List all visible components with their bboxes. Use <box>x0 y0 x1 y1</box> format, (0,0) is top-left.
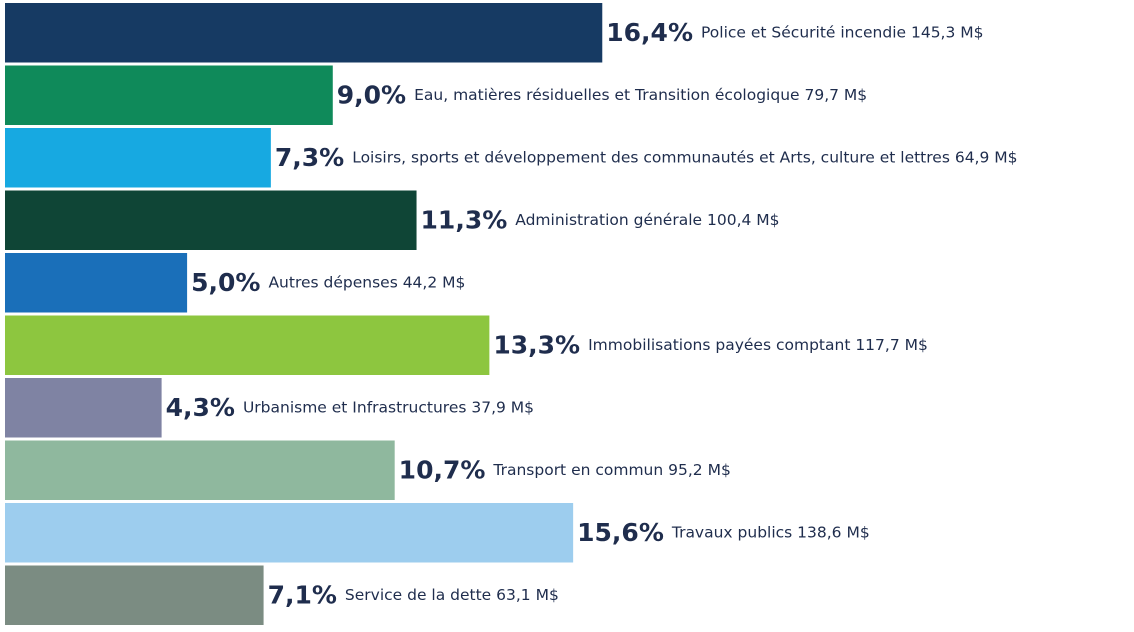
category-label: Transport en commun 95,2 M$ <box>492 461 730 479</box>
category-label: Autres dépenses 44,2 M$ <box>268 273 465 291</box>
category-label: Immobilisations payées comptant 117,7 M$ <box>588 336 928 354</box>
value-label: 7,1% <box>268 580 337 609</box>
category-label: Service de la dette 63,1 M$ <box>345 586 559 604</box>
category-label: Travaux publics 138,6 M$ <box>671 523 870 541</box>
bar <box>5 378 162 438</box>
value-label: 5,0% <box>191 268 260 297</box>
value-label: 16,4% <box>606 18 693 47</box>
category-label: Loisirs, sports et développement des com… <box>352 148 1017 166</box>
value-label: 11,3% <box>421 205 508 234</box>
bar <box>5 65 333 125</box>
category-label: Eau, matières résiduelles et Transition … <box>414 86 867 104</box>
value-label: 7,3% <box>275 143 344 172</box>
bar <box>5 565 264 625</box>
value-label: 4,3% <box>166 393 235 422</box>
bar <box>5 315 490 375</box>
category-label: Administration générale 100,4 M$ <box>515 211 779 229</box>
bar <box>5 440 395 500</box>
value-label: 13,3% <box>493 330 580 359</box>
value-label: 10,7% <box>399 455 486 484</box>
value-label: 15,6% <box>577 518 664 547</box>
bar <box>5 253 188 313</box>
category-label: Police et Sécurité incendie 145,3 M$ <box>701 23 984 41</box>
bar <box>5 3 603 63</box>
value-label: 9,0% <box>337 80 406 109</box>
bar <box>5 503 574 563</box>
bar <box>5 190 417 250</box>
category-label: Urbanisme et Infrastructures 37,9 M$ <box>243 398 534 416</box>
bar <box>5 128 271 188</box>
